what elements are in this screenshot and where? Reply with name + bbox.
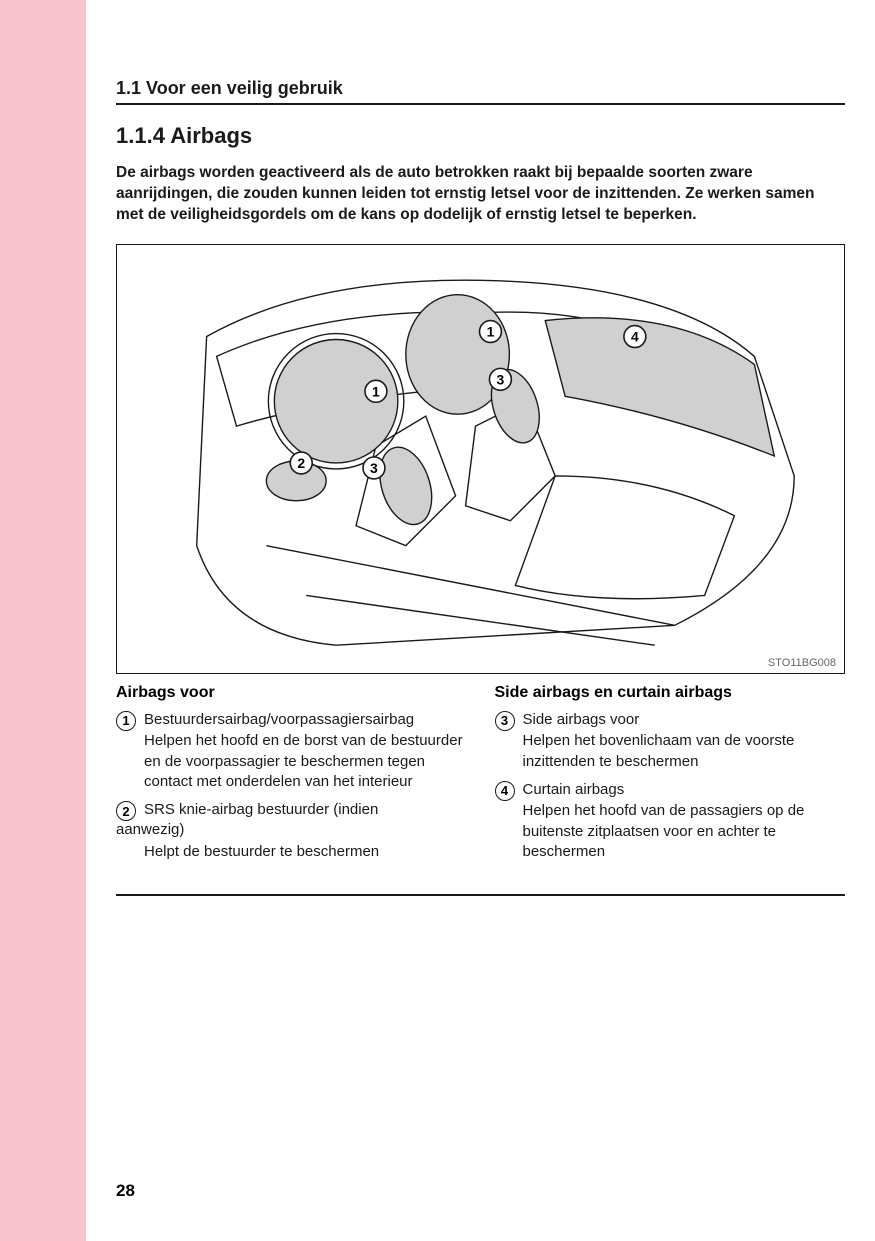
subsection-title: 1.1.4 Airbags bbox=[116, 123, 845, 149]
description-columns: Airbags voor 1 Bestuurdersairbag/voorpas… bbox=[116, 684, 845, 870]
svg-text:2: 2 bbox=[297, 455, 305, 471]
svg-text:4: 4 bbox=[631, 328, 639, 344]
item-note: aanwezig) bbox=[116, 820, 467, 840]
airbag-diagram: 1 1 2 3 3 4 STO11BG008 bbox=[116, 244, 845, 674]
item-description: Helpt de bestuurder te beschermen bbox=[144, 842, 467, 862]
bottom-divider bbox=[116, 894, 845, 896]
list-item: 2 SRS knie-airbag bestuurder (indien aan… bbox=[116, 800, 467, 862]
item-title: Side airbags voor bbox=[523, 710, 846, 730]
list-item: 3 Side airbags voor Helpen het bovenlich… bbox=[495, 710, 846, 772]
item-description: Helpen het bovenlichaam van de voorste i… bbox=[523, 731, 846, 772]
svg-text:1: 1 bbox=[372, 383, 380, 399]
left-column: Airbags voor 1 Bestuurdersairbag/voorpas… bbox=[116, 684, 467, 870]
section-header: 1.1 Voor een veilig gebruik bbox=[116, 78, 845, 105]
item-number-badge: 2 bbox=[116, 801, 136, 821]
item-description: Helpen het hoofd en de borst van de best… bbox=[144, 731, 467, 792]
left-margin-band bbox=[0, 0, 86, 1241]
list-item: 1 Bestuurdersairbag/voorpassagiersairbag… bbox=[116, 710, 467, 792]
page-content: 1.1 Voor een veilig gebruik 1.1.4 Airbag… bbox=[86, 0, 875, 1241]
right-column: Side airbags en curtain airbags 3 Side a… bbox=[495, 684, 846, 870]
svg-text:1: 1 bbox=[487, 323, 495, 339]
item-description: Helpen het hoofd van de passagiers op de… bbox=[523, 801, 846, 862]
diagram-code: STO11BG008 bbox=[768, 657, 836, 669]
item-title: SRS knie-airbag bestuurder (indien bbox=[144, 800, 467, 820]
page-number: 28 bbox=[116, 1181, 135, 1201]
intro-paragraph: De airbags worden geactiveerd als de aut… bbox=[116, 163, 845, 226]
item-title: Bestuurdersairbag/voorpassagiersairbag bbox=[144, 710, 467, 730]
item-number-badge: 3 bbox=[495, 711, 515, 731]
svg-text:3: 3 bbox=[497, 371, 505, 387]
item-title: Curtain airbags bbox=[523, 780, 846, 800]
airbag-diagram-svg: 1 1 2 3 3 4 bbox=[117, 245, 844, 673]
item-number-badge: 1 bbox=[116, 711, 136, 731]
list-item: 4 Curtain airbags Helpen het hoofd van d… bbox=[495, 780, 846, 862]
svg-text:3: 3 bbox=[370, 460, 378, 476]
right-column-header: Side airbags en curtain airbags bbox=[495, 684, 846, 702]
item-number-badge: 4 bbox=[495, 781, 515, 801]
left-column-header: Airbags voor bbox=[116, 684, 467, 702]
